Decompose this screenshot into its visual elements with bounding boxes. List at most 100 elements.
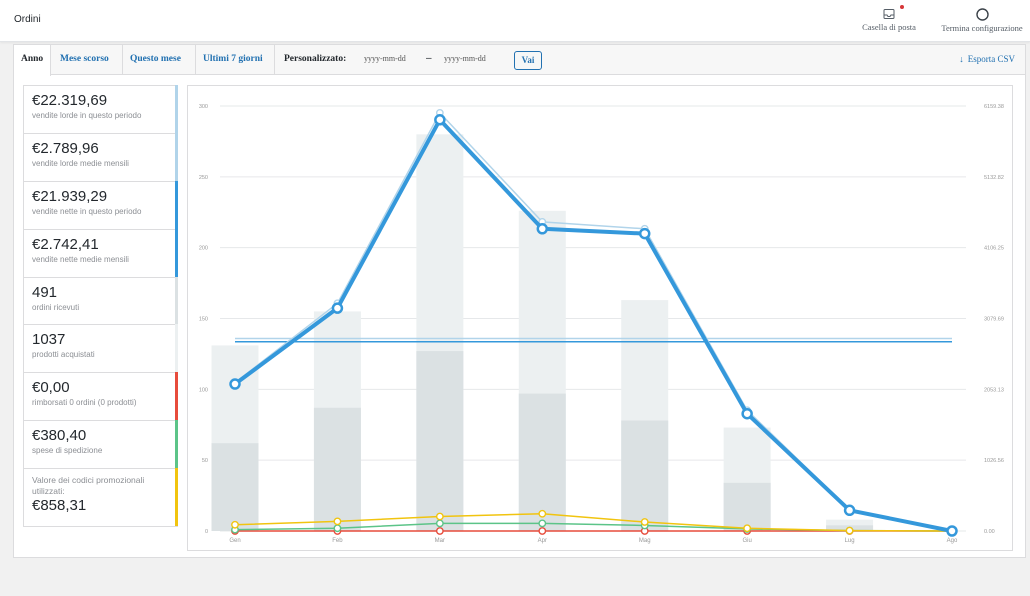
legend-color-bar [175,420,178,468]
export-csv-label: Esporta CSV [967,54,1015,64]
legend-item-gross-sales[interactable]: €22.319,69 vendite lorde in questo perio… [24,86,177,134]
y-left-tick-label: 250 [199,175,208,181]
legend-label: vendite lorde in questo periodo [32,111,142,120]
data-point [333,524,342,533]
y-left-tick-label: 150 [199,317,208,323]
legend-value: €2.789,96 [32,140,99,157]
y-left-tick-label: 0 [205,529,208,535]
legend-label: prodotti acquistati [32,350,95,359]
inbox-button[interactable]: Casella di posta [856,5,922,32]
data-point [843,504,856,517]
x-tick-label: Lug [845,538,855,544]
download-arrow-icon: ↓ [959,54,964,64]
series-line [233,117,953,533]
bar [621,420,669,531]
data-point [434,114,446,126]
inbox-label: Casella di posta [862,22,916,32]
top-header: Ordini Casella di posta Termina configur… [0,0,1030,42]
data-point [538,527,547,535]
y-right-tick-label: 4106.25 [984,246,1004,252]
legend-value: €21.939,29 [32,188,108,205]
y-right-tick-label: 3079.69 [984,317,1004,323]
data-point [640,518,649,526]
tab-year[interactable]: Anno [14,45,52,76]
legend-label: Valore dei codici promozionali utilizzat… [32,475,145,496]
tab-separator [195,45,196,75]
legend-label: rimborsati 0 ordini (0 prodotti) [32,398,137,407]
x-tick-label: Feb [332,538,343,544]
sales-chart: 0 0.00 50 1026.56 100 2053.13 150 3079.69 200 410… [187,85,1013,551]
bar [826,519,874,531]
data-point [435,512,444,521]
tab-separator [274,45,275,75]
legend-value: 1037 [32,331,66,348]
data-point [946,525,958,537]
legend-color-bar [175,468,178,526]
bar [416,351,464,531]
legend-color-bar [175,324,178,372]
legend-item-products[interactable]: 1037 prodotti acquistati [24,325,177,373]
data-point [231,520,239,529]
end-date-input[interactable]: yyyy-mm-dd [444,54,486,63]
y-right-tick-label: 6159.38 [984,104,1004,110]
custom-range-label: Personalizzato: [284,54,347,64]
x-tick-label: Mag [639,538,651,544]
period-tabs: Anno Mese scorso Questo mese Ultimi 7 gi… [14,45,1025,76]
start-date-input[interactable]: yyyy-mm-dd [364,54,406,63]
data-point [435,527,444,535]
bar [313,407,361,531]
legend-item-coupons[interactable]: Valore dei codici promozionali utilizzat… [24,469,177,526]
data-point [333,517,342,526]
legend-label: spese di spedizione [32,446,103,455]
legend-label: ordini ricevuti [32,303,80,312]
legend-value: €22.319,69 [32,92,108,109]
finish-setup-label: Termina configurazione [941,23,1023,33]
data-point [538,519,547,528]
legend-label: vendite nette in questo periodo [32,207,142,216]
y-left-tick-label: 200 [199,246,208,252]
y-left-tick-label: 100 [199,387,208,393]
x-tick-label: Gen [229,538,240,544]
legend-value: €380,40 [32,427,87,444]
y-right-tick-label: 0.00 [984,529,995,535]
data-point [741,407,753,420]
legend-value: 491 [32,284,58,301]
report-panel: Anno Mese scorso Questo mese Ultimi 7 gi… [13,44,1026,558]
x-tick-label: Giu [742,538,751,544]
y-left-tick-label: 50 [202,458,208,464]
tab-last-7-days[interactable]: Ultimi 7 giorni [203,54,263,64]
legend-color-bar [175,181,178,277]
chart-legend: €22.319,69 vendite lorde in questo perio… [23,85,178,527]
legend-color-bar [175,372,178,420]
x-tick-label: Mar [435,538,445,544]
legend-label: vendite nette medie mensili [32,255,129,264]
legend-label: vendite lorde medie mensili [32,159,129,168]
go-button[interactable]: Vai [514,51,542,70]
bar [211,443,259,531]
legend-item-gross-avg[interactable]: €2.789,96 vendite lorde medie mensili [24,134,177,182]
legend-item-net-avg[interactable]: €2.742,41 vendite nette medie mensili [24,230,177,278]
legend-item-orders[interactable]: 491 ordini ricevuti [24,278,177,325]
data-point [638,227,651,240]
legend-value: €0,00 [32,379,70,396]
data-point [845,526,854,535]
x-tick-label: Apr [538,538,547,544]
bar [518,393,566,531]
legend-item-net-sales[interactable]: €21.939,29 vendite nette in questo perio… [24,182,177,230]
inbox-icon [883,5,904,20]
tab-last-month[interactable]: Mese scorso [60,54,109,64]
tab-this-month[interactable]: Questo mese [130,54,181,64]
y-right-tick-label: 5132.82 [984,175,1004,181]
legend-color-bar [175,277,178,324]
finish-setup-button[interactable]: Termina configurazione [934,8,1030,33]
export-csv-link[interactable]: ↓ Esporta CSV [959,45,1015,74]
data-point [536,223,549,235]
data-point [331,302,344,314]
y-right-tick-label: 1026.56 [984,458,1004,464]
data-point [743,524,752,533]
bar [723,482,771,531]
legend-item-shipping[interactable]: €380,40 spese di spedizione [24,421,177,469]
progress-circle-icon [975,8,989,21]
legend-item-refunds[interactable]: €0,00 rimborsati 0 ordini (0 prodotti) [24,373,177,421]
y-right-tick-label: 2053.13 [984,387,1004,393]
